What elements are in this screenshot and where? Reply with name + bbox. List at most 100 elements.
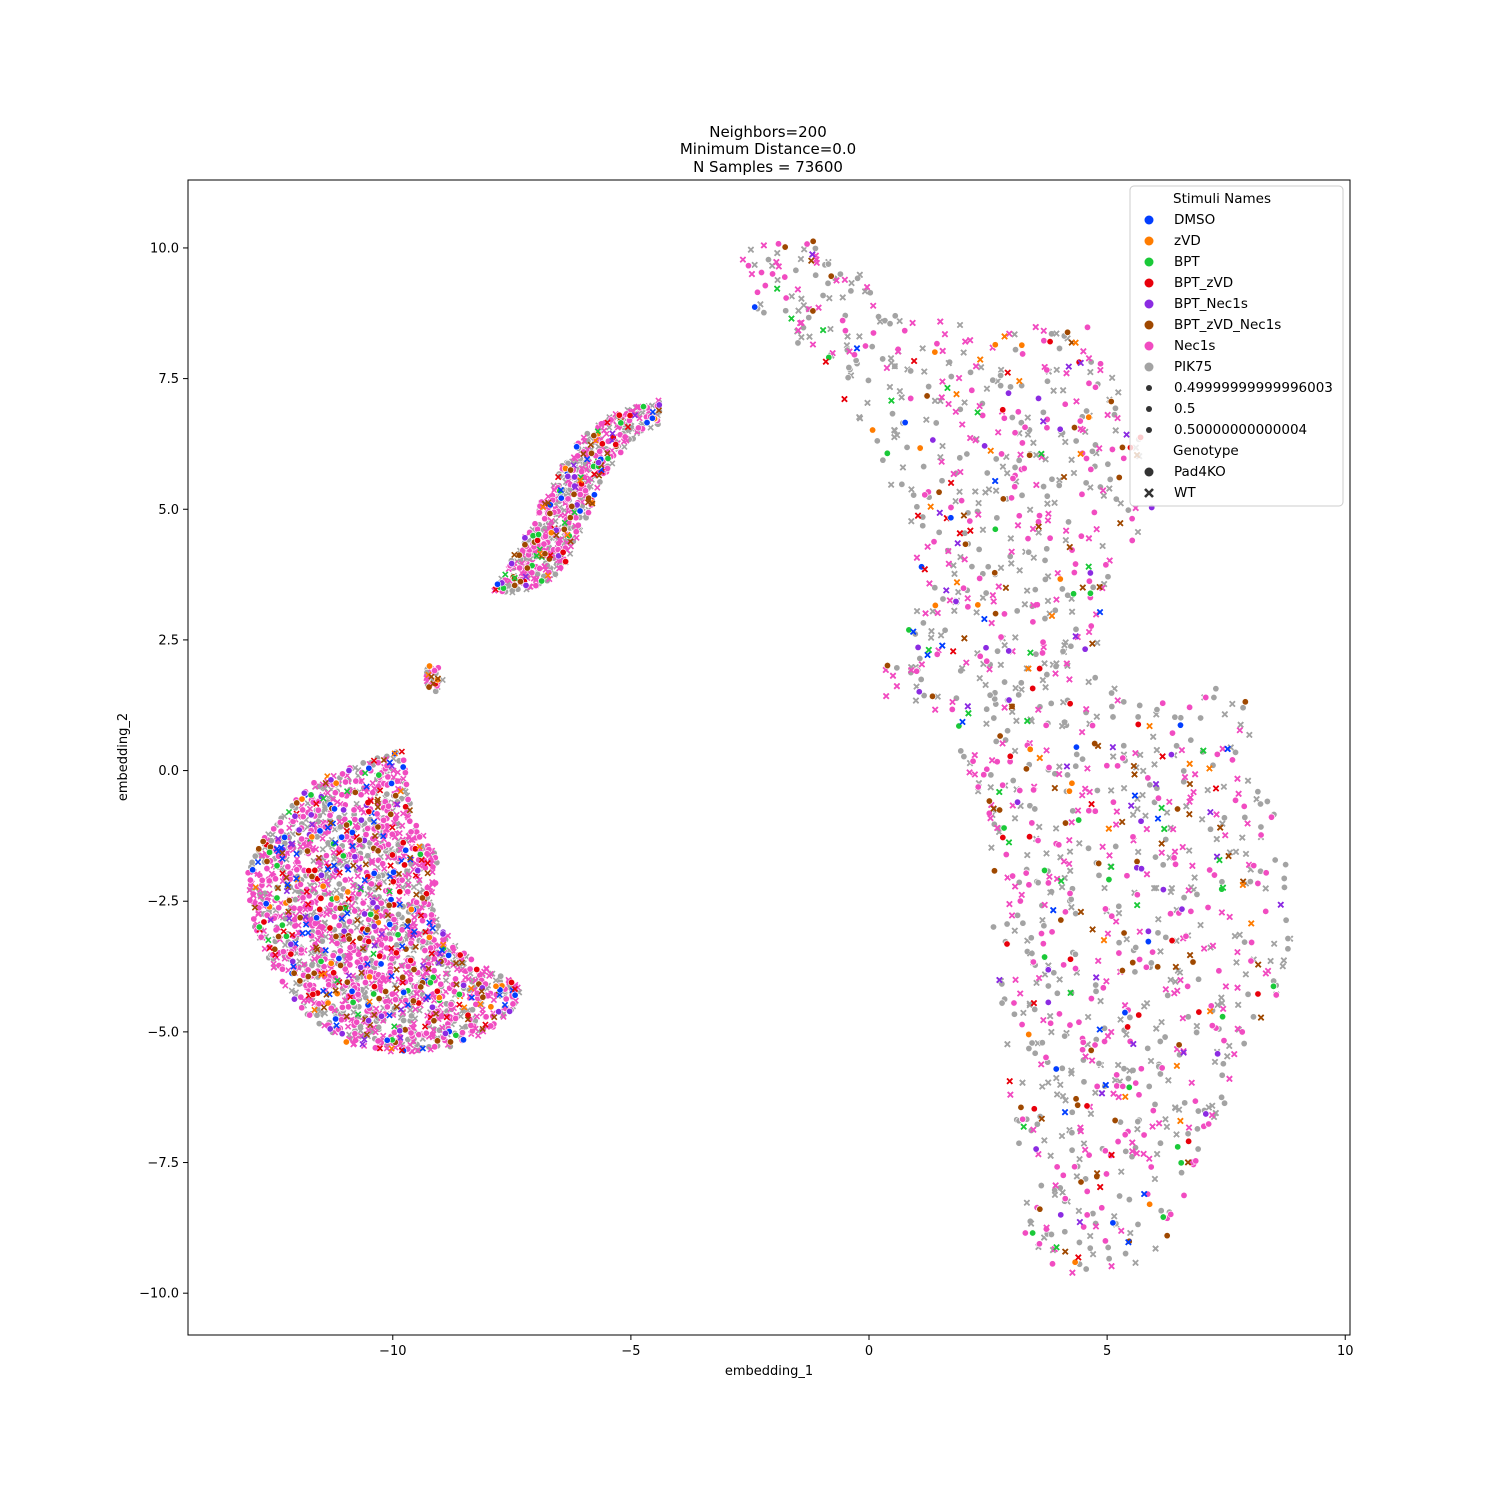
scatter-point-pad4ko [1007,383,1015,391]
scatter-point-pad4ko [532,582,540,590]
scatter-point-pad4ko [1241,813,1249,821]
scatter-point-wt [1172,978,1179,985]
scatter-point-pad4ko [1068,1146,1076,1154]
scatter-point-pad4ko [925,383,933,391]
scatter-point-pad4ko [373,810,381,818]
scatter-point-pad4ko [1282,861,1290,869]
scatter-point-pad4ko [1089,583,1097,591]
scatter-point-pad4ko [886,320,894,328]
scatter-point-wt [1108,374,1116,381]
scatter-point-pad4ko [983,469,991,477]
scatter-point-pad4ko [1095,871,1103,879]
scatter-point-pad4ko [1064,771,1072,779]
scatter-point-pad4ko [868,343,876,351]
scatter-point-pad4ko [1032,650,1040,658]
scatter-point-pad4ko [1043,377,1051,385]
scatter-point-pad4ko [596,478,604,486]
scatter-point-pad4ko [824,260,832,268]
scatter-point-pad4ko [275,904,283,912]
scatter-point-pad4ko [335,922,343,930]
scatter-point-pad4ko [864,376,872,384]
scatter-point-pad4ko [467,1021,475,1029]
scatter-point-pad4ko [938,477,946,485]
scatter-point-wt [1062,1097,1069,1104]
scatter-point-pad4ko [1145,1082,1153,1090]
scatter-point-pad4ko [298,1004,306,1012]
scatter-point-pad4ko [931,584,939,592]
scatter-point-pad4ko [1083,407,1091,415]
scatter-point-pad4ko [1249,1013,1257,1021]
scatter-point-pad4ko [1271,856,1279,864]
scatter-point-pad4ko [979,411,987,419]
scatter-point-pad4ko [531,520,539,528]
scatter-point-pad4ko [1263,797,1271,805]
scatter-point-pad4ko [1134,713,1142,721]
scatter-point-pad4ko [920,463,928,471]
scatter-point-pad4ko [956,454,964,462]
scatter-point-pad4ko [1108,703,1116,711]
scatter-point-pad4ko [794,339,802,347]
scatter-point-pad4ko [1028,1039,1036,1047]
scatter-point-pad4ko [400,756,408,764]
scatter-point-pad4ko [1092,987,1100,995]
scatter-point-pad4ko [1104,460,1112,468]
scatter-point-pad4ko [975,545,983,553]
scatter-point-pad4ko [1025,548,1033,556]
scatter-point-wt [1175,1106,1183,1113]
scatter-point-pad4ko [1105,1255,1113,1263]
scatter-point-pad4ko [1120,698,1128,706]
scatter-point-pad4ko [1134,1220,1142,1228]
scatter-point-pad4ko [1002,851,1010,859]
scatter-point-pad4ko [1116,1192,1124,1200]
scatter-point-wt [1246,731,1253,739]
scatter-point-pad4ko [992,455,1000,463]
scatter-point-pad4ko [879,355,887,363]
scatter-point-wt [937,453,944,461]
scatter-point-pad4ko [1178,1169,1186,1177]
scatter-point-pad4ko [1193,1028,1201,1036]
scatter-point-pad4ko [845,364,853,372]
scatter-point-pad4ko [1061,1032,1069,1040]
scatter-point-pad4ko [1031,586,1039,594]
chart-title-line-1: Neighbors=200 [709,123,827,141]
scatter-point-pad4ko [1068,1108,1076,1116]
scatter-point-pad4ko [1009,777,1017,785]
scatter-point-pad4ko [993,514,1001,522]
scatter-point-pad4ko [1031,1049,1039,1057]
scatter-point-pad4ko [916,655,924,663]
scatter-point-pad4ko [1120,742,1128,750]
scatter-point-pad4ko [1038,1039,1046,1047]
scatter-point-pad4ko [1093,1082,1101,1090]
scatter-point-pad4ko [1108,689,1116,697]
scatter-point-pad4ko [903,443,911,451]
scatter-point-pad4ko [873,437,881,445]
scatter-point-pad4ko [1034,879,1042,887]
scatter-point-pad4ko [1040,483,1048,491]
scatter-point-pad4ko [1043,492,1051,500]
scatter-point-pad4ko [1061,1228,1069,1236]
scatter-point-pad4ko [1104,573,1112,581]
scatter-point-pad4ko [572,528,580,536]
scatter-point-pad4ko [917,675,925,683]
scatter-point-pad4ko [1131,968,1139,976]
scatter-point-pad4ko [1254,788,1262,796]
scatter-point-pad4ko [1055,481,1063,489]
scatter-point-wt [1150,885,1158,892]
scatter-point-pad4ko [400,1016,408,1024]
scatter-point-pad4ko [947,373,955,381]
scatter-point-pad4ko [1184,1013,1192,1021]
scatter-point-pad4ko [948,705,956,713]
scatter-point-pad4ko [836,270,844,278]
scatter-point-pad4ko [1193,1125,1201,1133]
scatter-point-pad4ko [1154,929,1162,937]
scatter-point-pad4ko [1246,878,1254,886]
scatter-point-pad4ko [989,376,997,384]
scatter-point-pad4ko [1113,1082,1121,1090]
scatter-point-pad4ko [992,737,1000,745]
scatter-point-pad4ko [1047,1230,1055,1238]
scatter-point-pad4ko [322,852,330,860]
scatter-point-pad4ko [1082,479,1090,487]
scatter-point-wt [1111,1213,1118,1220]
scatter-point-pad4ko [1017,679,1025,687]
scatter-point-pad4ko [1284,945,1292,953]
